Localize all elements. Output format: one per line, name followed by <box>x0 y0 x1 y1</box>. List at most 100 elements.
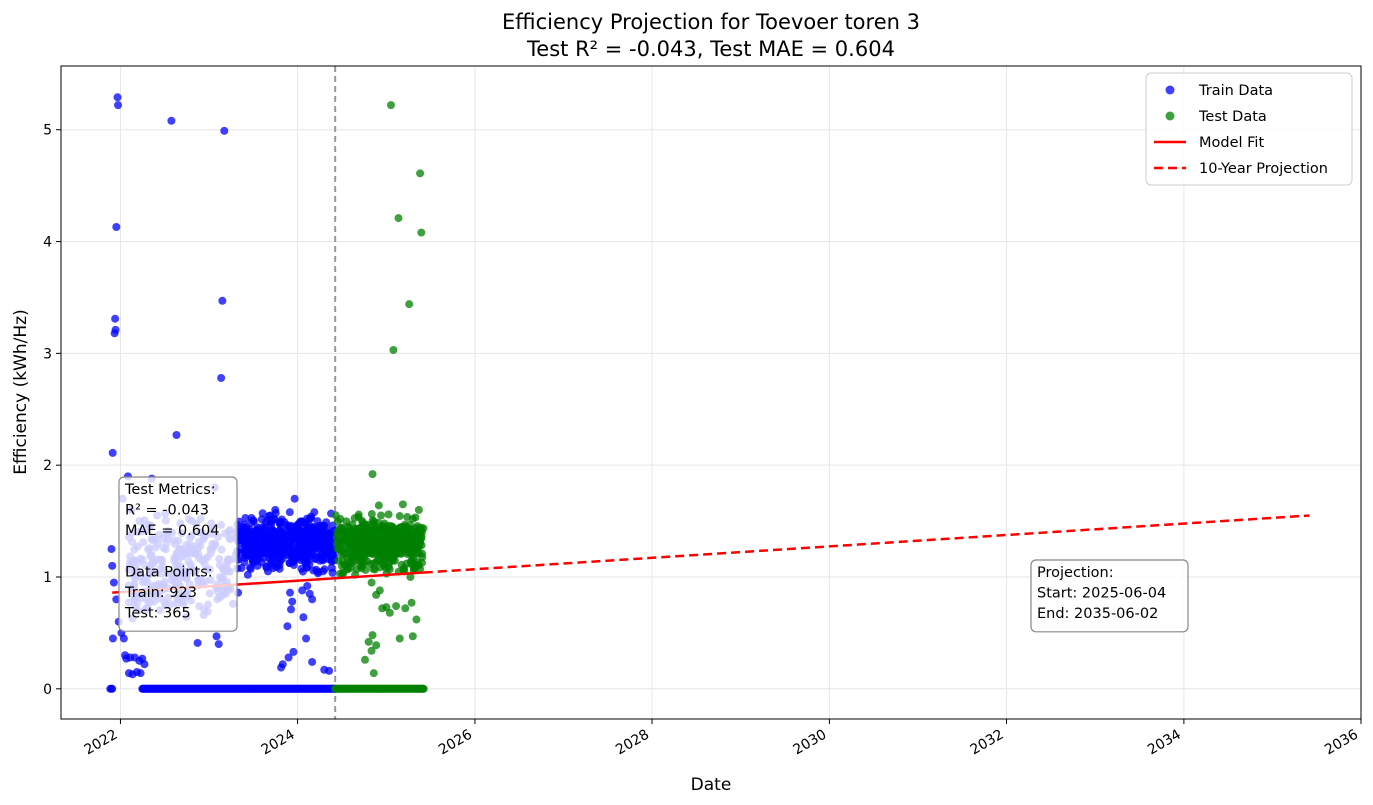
data-point <box>319 543 328 552</box>
data-point <box>314 567 323 576</box>
y-tick-label: 4 <box>43 235 52 251</box>
data-point <box>108 634 117 643</box>
data-point <box>385 532 394 541</box>
data-point <box>112 223 121 232</box>
metrics-box-line: Test Metrics: <box>124 482 216 498</box>
data-point <box>246 563 255 572</box>
projection-info-box: Projection: Start: 2025-06-04 End: 2035-06… <box>1030 559 1189 633</box>
data-point <box>408 632 417 641</box>
data-point <box>193 638 202 647</box>
data-point <box>335 526 344 535</box>
data-point <box>332 533 341 542</box>
projection-box-frame <box>1030 559 1189 633</box>
y-tick-label: 0 <box>43 682 52 698</box>
data-point <box>364 637 373 646</box>
data-point <box>287 605 296 614</box>
data-point <box>348 528 357 537</box>
data-point <box>403 513 412 522</box>
x-axis-label: Date <box>691 775 732 795</box>
data-point <box>114 101 123 110</box>
data-point <box>241 547 250 556</box>
data-point <box>266 550 275 559</box>
data-point <box>386 101 395 110</box>
data-point <box>356 536 365 545</box>
data-point <box>109 578 118 587</box>
data-point <box>377 511 386 520</box>
chart-title: Efficiency Projection for Toevoer toren … <box>502 10 920 34</box>
data-point <box>270 531 279 540</box>
data-point <box>307 512 316 521</box>
data-point <box>289 647 298 656</box>
data-point <box>392 602 401 611</box>
test-metrics-box: Test Metrics: R² = -0.043 MAE = 0.604 Data … <box>118 476 238 632</box>
data-point <box>303 581 312 590</box>
data-point <box>284 653 293 662</box>
data-point <box>320 565 329 574</box>
data-point <box>239 523 248 532</box>
data-point <box>295 536 304 545</box>
data-point <box>367 510 376 519</box>
data-point <box>348 553 357 562</box>
data-point <box>413 561 422 570</box>
projection-line <box>423 514 1310 574</box>
metrics-box-line: R² = -0.043 <box>125 503 209 519</box>
data-point <box>412 615 421 624</box>
data-point <box>299 613 308 622</box>
data-point <box>284 526 293 535</box>
data-point <box>277 547 286 556</box>
data-point <box>326 538 335 547</box>
data-point <box>338 557 347 566</box>
data-point <box>379 554 388 563</box>
data-point <box>257 515 266 524</box>
data-point <box>399 543 408 552</box>
metrics-box-line: Train: 923 <box>124 585 197 601</box>
data-point <box>406 572 415 581</box>
data-point <box>302 634 311 643</box>
data-point <box>317 552 326 561</box>
metrics-box-frame <box>118 476 238 632</box>
legend-label: Test Data <box>1198 109 1267 125</box>
data-point <box>267 517 276 526</box>
data-point <box>404 537 413 546</box>
data-point <box>301 536 310 545</box>
data-point <box>415 525 424 534</box>
data-point <box>368 631 377 640</box>
data-point <box>361 655 370 664</box>
data-point <box>108 561 117 570</box>
data-point <box>385 608 394 617</box>
data-point <box>220 126 229 135</box>
projection-box-line: Start: 2025-06-04 <box>1037 586 1166 602</box>
data-point <box>384 510 393 519</box>
data-point <box>374 501 383 510</box>
data-point <box>283 538 292 547</box>
data-point <box>395 634 404 643</box>
y-tick-label: 2 <box>43 458 52 474</box>
data-point <box>285 508 294 517</box>
data-point <box>308 657 317 666</box>
data-point <box>258 509 267 518</box>
data-point <box>351 541 360 550</box>
legend-marker <box>1165 85 1175 95</box>
data-point <box>370 559 379 568</box>
zero-band-points <box>106 684 428 693</box>
data-point <box>217 373 226 382</box>
plot-frame <box>60 65 1362 720</box>
data-point <box>406 549 415 558</box>
data-point <box>111 314 120 323</box>
legend-frame <box>1145 72 1353 186</box>
data-point <box>394 214 403 223</box>
data-point <box>140 660 149 669</box>
y-tick-label: 5 <box>43 123 52 139</box>
data-point <box>369 539 378 548</box>
data-point <box>249 516 258 525</box>
data-point <box>110 329 119 338</box>
projection-box-line: End: 2035-06-02 <box>1037 606 1158 622</box>
zero-point <box>108 684 117 693</box>
data-point <box>397 534 406 543</box>
data-point <box>367 578 376 587</box>
data-point <box>107 545 116 554</box>
data-point <box>278 660 287 669</box>
data-point <box>288 597 297 606</box>
data-point <box>119 634 128 643</box>
metrics-box-line: Data Points: <box>125 564 213 580</box>
